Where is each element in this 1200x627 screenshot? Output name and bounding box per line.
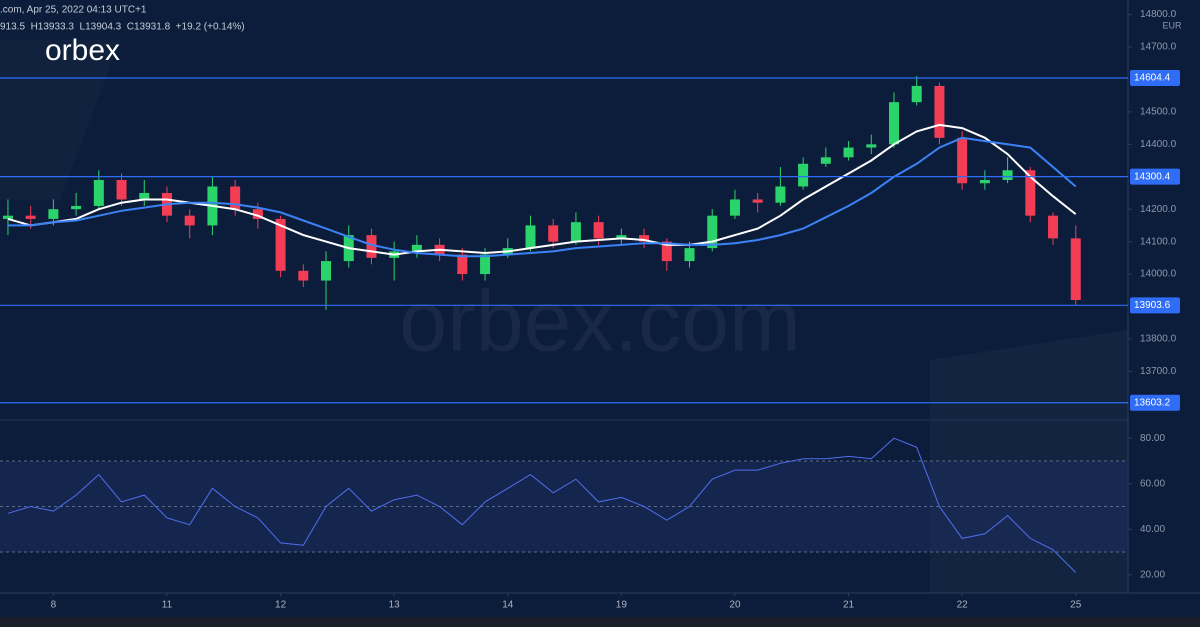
candle-body xyxy=(184,215,195,226)
candle-body xyxy=(366,235,377,258)
y-tick-label: 60.00 xyxy=(1140,478,1165,489)
candle-body xyxy=(2,215,13,219)
x-tick-label: 25 xyxy=(1070,600,1082,611)
candle-body xyxy=(1048,215,1059,239)
y-tick-label: 14400.0 xyxy=(1140,139,1177,150)
x-tick-label: 14 xyxy=(502,600,514,611)
logo: orbex xyxy=(45,34,120,67)
x-tick-label: 8 xyxy=(51,600,57,611)
y-tick-label: 20.00 xyxy=(1140,569,1165,580)
candle-body xyxy=(639,235,650,242)
level-label-bg xyxy=(1130,394,1180,411)
level-label-bg xyxy=(1130,70,1180,87)
candle-body xyxy=(684,248,695,262)
candle-body xyxy=(548,225,559,242)
candle-body xyxy=(1002,170,1013,180)
candle-body xyxy=(661,241,672,262)
candle-body xyxy=(275,218,286,271)
candle-body xyxy=(888,102,899,145)
candle-body xyxy=(593,222,604,239)
line-series xyxy=(8,136,1077,258)
candle-body xyxy=(957,137,968,184)
y-tick-label: 13800.0 xyxy=(1140,334,1177,345)
candle-body xyxy=(411,244,422,252)
candle-body xyxy=(616,235,627,239)
ohlc-line: 913.5 H13933.3 L13904.3 C13931.8 +19.2 (… xyxy=(0,22,245,33)
x-tick-label: 11 xyxy=(162,600,173,611)
y-tick-label: 80.00 xyxy=(1140,433,1165,444)
candle-body xyxy=(979,180,990,184)
candle-body xyxy=(457,254,468,275)
candle-body xyxy=(866,144,877,148)
candle-body xyxy=(729,199,740,216)
candle-body xyxy=(911,85,922,103)
candle-body xyxy=(230,186,241,210)
line-series xyxy=(7,437,1077,573)
candle-body xyxy=(934,85,945,138)
candle-body xyxy=(25,215,36,219)
level-label: 14300.4 xyxy=(1134,171,1171,182)
candle-body xyxy=(321,261,332,281)
y-tick-label: 13700.0 xyxy=(1140,366,1177,377)
y-tick-label: 14200.0 xyxy=(1140,204,1177,215)
currency-label: EUR xyxy=(1162,20,1182,30)
symbol-line: .com, Apr 25, 2022 04:13 UTC+1 xyxy=(0,5,147,16)
bottom-strip xyxy=(0,617,1200,627)
level-label: 13903.6 xyxy=(1134,300,1171,311)
candle-body xyxy=(116,180,127,200)
candle-body xyxy=(1070,238,1081,300)
candle-body xyxy=(707,215,718,249)
level-label-bg xyxy=(1130,297,1180,314)
level-label: 14604.4 xyxy=(1134,73,1171,84)
x-tick-label: 12 xyxy=(275,600,287,611)
level-label-bg xyxy=(1130,168,1180,185)
candle-body xyxy=(252,209,263,219)
candle-body xyxy=(139,192,150,200)
watermark: orbex.com xyxy=(399,274,801,370)
y-tick-label: 14500.0 xyxy=(1140,107,1177,118)
candle-body xyxy=(1025,170,1036,216)
x-tick-label: 20 xyxy=(729,600,741,611)
y-tick-label: 14800.0 xyxy=(1140,9,1177,20)
y-tick-label: 14100.0 xyxy=(1140,236,1177,247)
candle-body xyxy=(775,186,786,203)
candle-body xyxy=(820,157,831,164)
x-tick-label: 21 xyxy=(843,600,855,611)
x-tick-label: 19 xyxy=(616,600,628,611)
y-tick-label: 40.00 xyxy=(1140,524,1165,535)
candle-body xyxy=(298,270,309,281)
y-tick-label: 14000.0 xyxy=(1140,269,1177,280)
candle-body xyxy=(93,180,104,206)
candle-body xyxy=(525,225,536,249)
candle-body xyxy=(48,209,59,219)
x-tick-label: 13 xyxy=(389,600,401,611)
candle-body xyxy=(71,205,82,210)
x-tick-label: 22 xyxy=(957,600,969,611)
candle-body xyxy=(798,163,809,187)
candle-body xyxy=(480,254,491,275)
price-axis-bg xyxy=(1128,0,1200,627)
y-tick-label: 14700.0 xyxy=(1140,42,1177,53)
level-label: 13603.2 xyxy=(1134,397,1171,408)
candle-body xyxy=(843,147,854,158)
candle-body xyxy=(570,222,581,242)
candle-body xyxy=(752,199,763,203)
